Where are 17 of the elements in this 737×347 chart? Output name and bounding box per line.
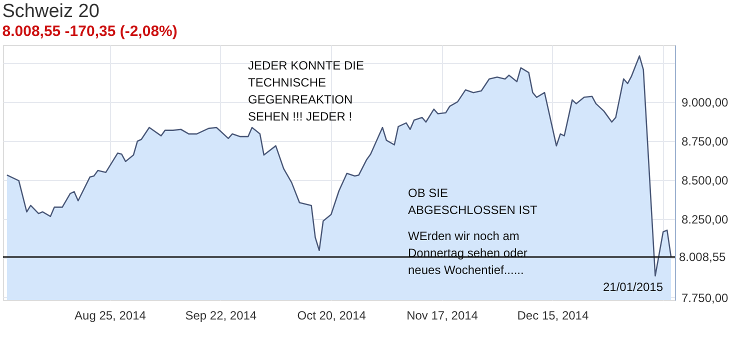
- annotation: OB SIE ABGESCHLOSSEN IST: [408, 186, 538, 217]
- y-tick-label: 7.750,00: [682, 290, 729, 305]
- y-tick-label: 9.000,00: [682, 95, 729, 110]
- x-tick-label: Nov 17, 2014: [406, 308, 478, 322]
- y-tick-label: 8.500,00: [682, 174, 729, 188]
- x-tick-label: Aug 25, 2014: [74, 308, 146, 322]
- annotation: WErden wir noch am Donnertag sehen oder neues Wochentief......: [408, 229, 528, 278]
- chart-subtitle: 8.008,55 -170,35 (-2,08%): [2, 23, 178, 40]
- annotation: 21/01/2015: [602, 280, 664, 294]
- y-tick-label: 8.750,00: [682, 134, 729, 148]
- x-tick-label: Dec 15, 2014: [517, 308, 589, 322]
- ref-line-label: 8.008,55: [679, 250, 726, 264]
- annotation: JEDER KONNTE DIE TECHNISCHE GEGENREAKTION SEHEN !!! JEDER !: [248, 58, 364, 124]
- y-tick-label: 8.250,00: [682, 212, 729, 227]
- x-tick-label: Oct 20, 2014: [297, 308, 366, 322]
- x-tick-label: Sep 22, 2014: [185, 308, 257, 322]
- chart-title: Schweiz 20: [2, 1, 100, 22]
